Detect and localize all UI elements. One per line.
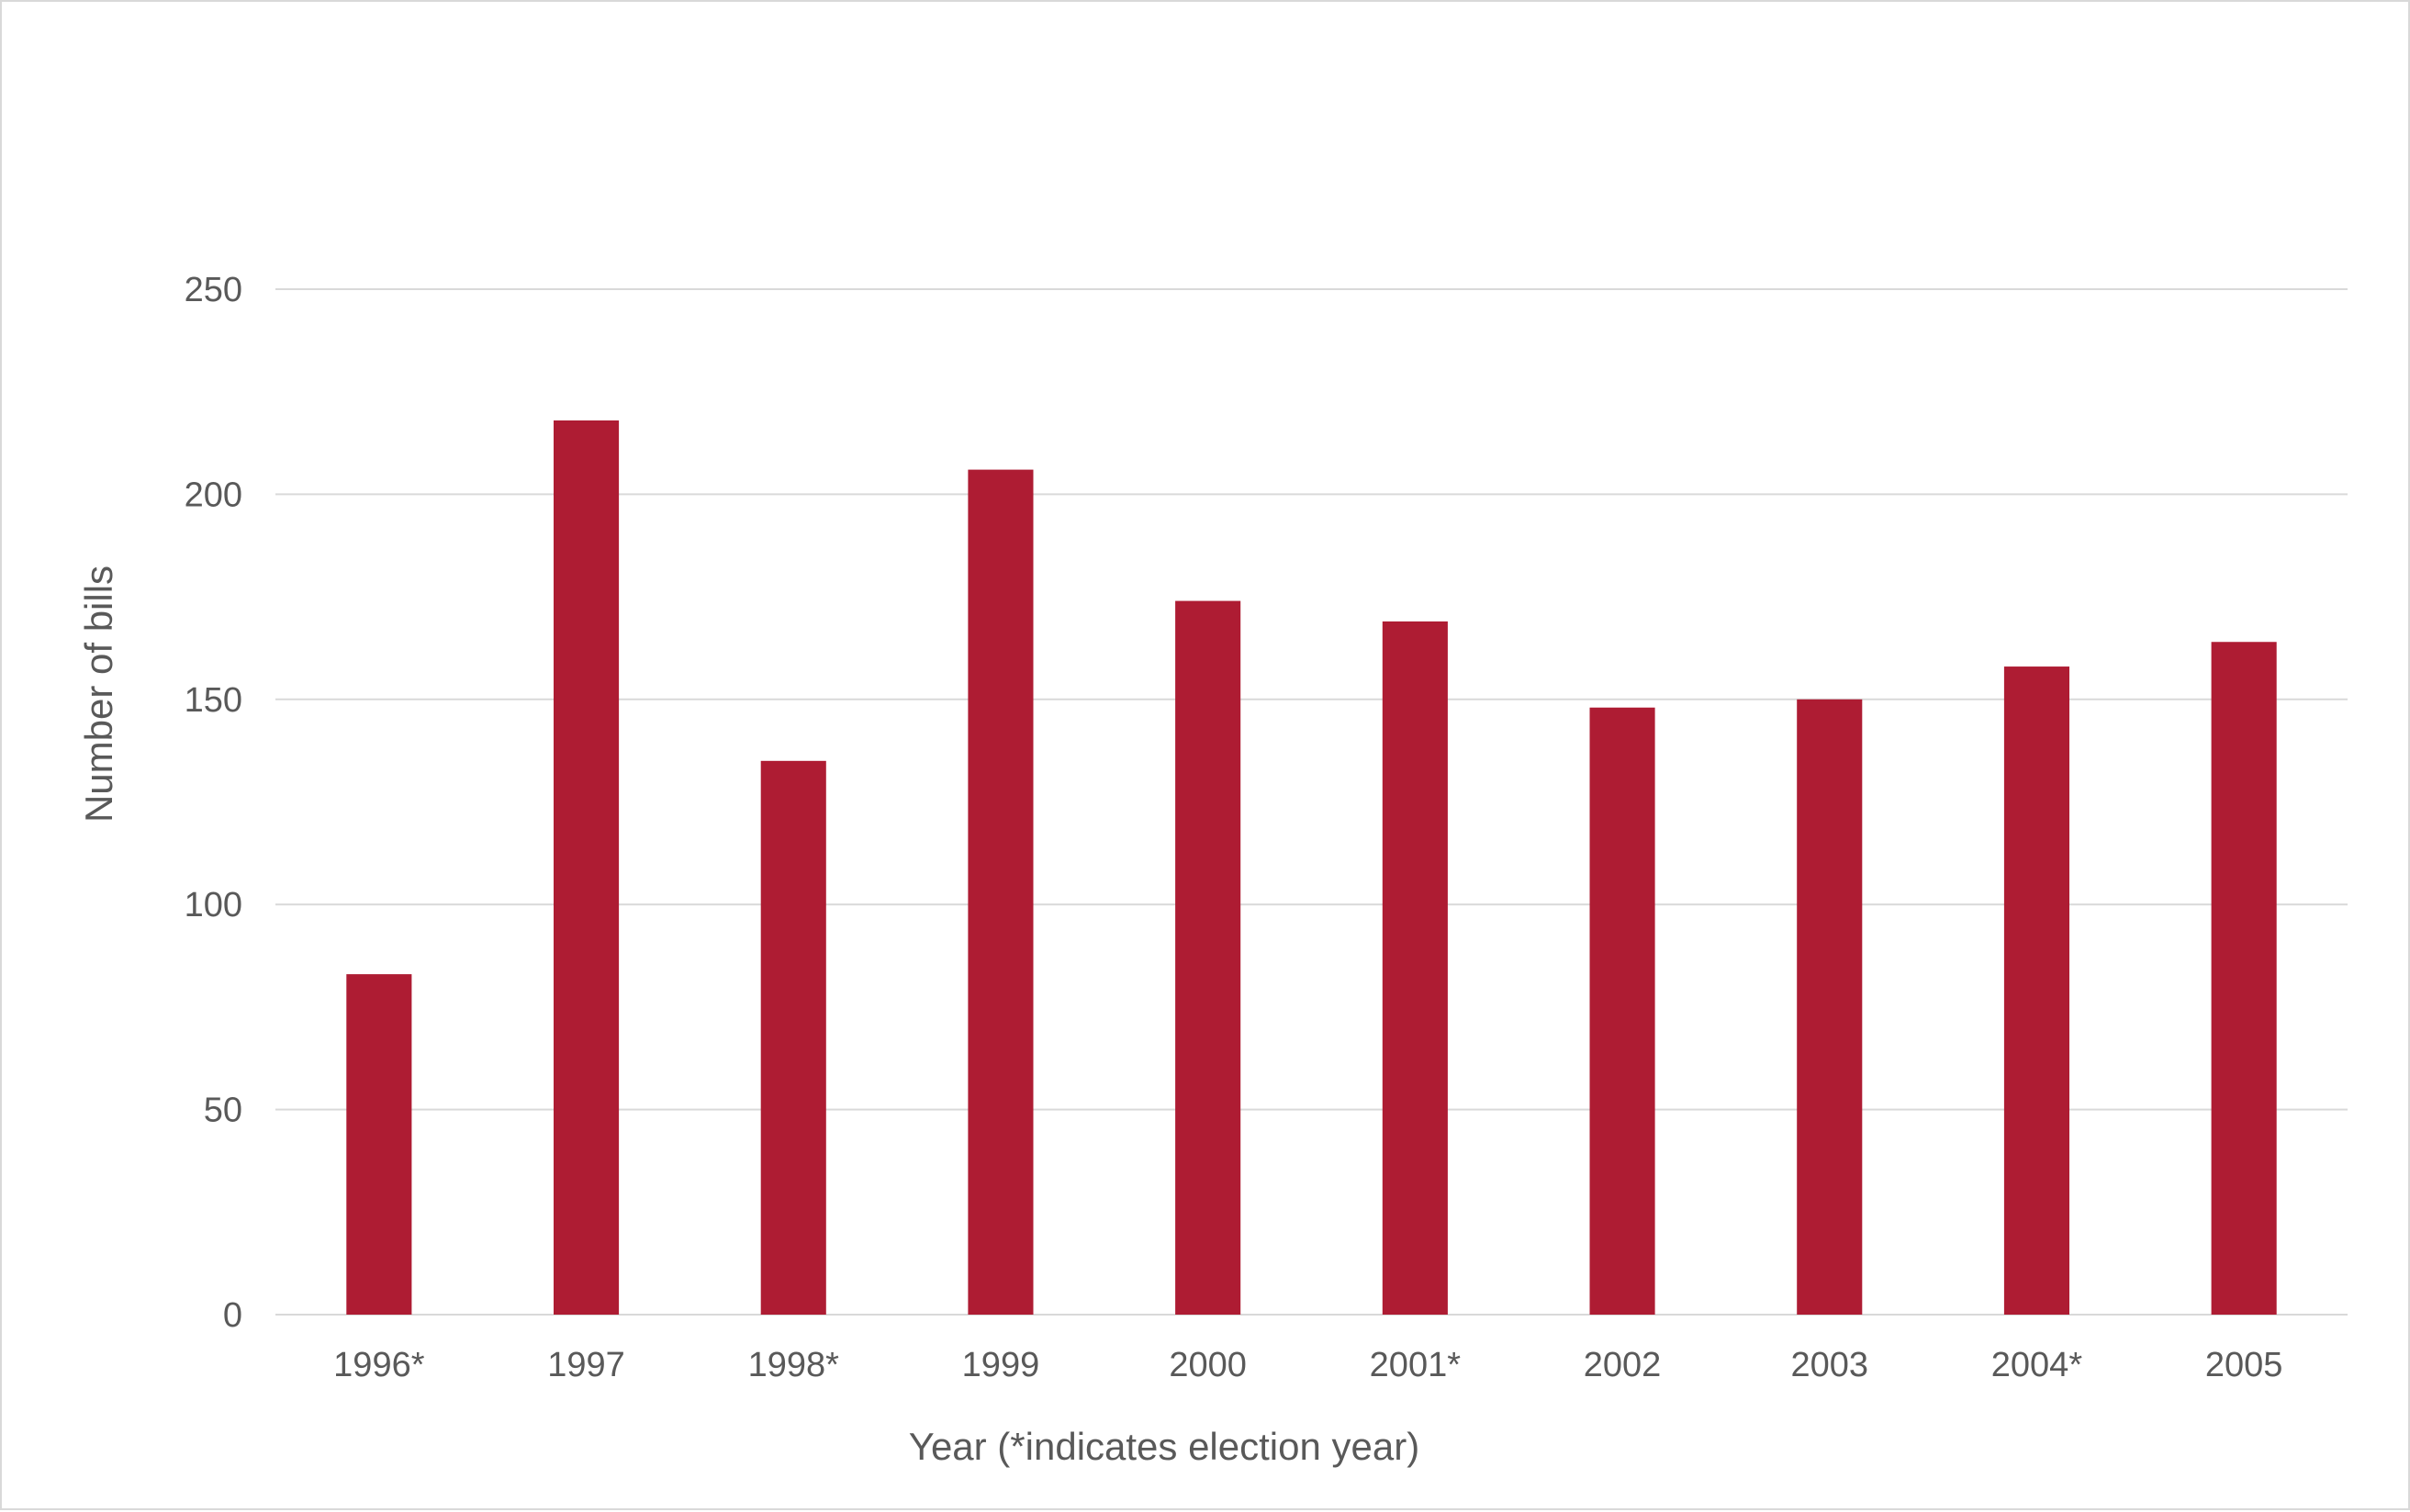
gridlines <box>275 288 2348 1316</box>
x-tick-label: 1996* <box>333 1346 425 1384</box>
bar-1996 <box>346 974 412 1315</box>
x-tick-label: 2005 <box>2205 1346 2283 1384</box>
bar-2005 <box>2211 642 2277 1315</box>
y-axis-title: Number of bills <box>77 566 120 823</box>
y-tick-label: 50 <box>204 1092 242 1130</box>
y-tick-label: 150 <box>185 681 242 720</box>
bar-1997 <box>554 420 620 1315</box>
bar-2000 <box>1175 600 1241 1315</box>
y-tick-label: 250 <box>185 271 242 309</box>
bar-1999 <box>968 469 1034 1315</box>
x-tick-label: 2001* <box>1370 1346 1462 1384</box>
x-axis-tick-labels: 1996* 1997 1998* 1999 2000 2001* 2002 2003 2004*… <box>333 1346 2282 1384</box>
bar-2004 <box>2003 666 2069 1315</box>
y-tick-label: 100 <box>185 886 242 924</box>
x-tick-label: 2002 <box>1584 1346 1662 1384</box>
y-tick-label: 200 <box>185 476 242 514</box>
bar-1998 <box>760 760 826 1315</box>
x-tick-label: 1998* <box>748 1346 840 1384</box>
x-tick-label: 2000 <box>1169 1346 1247 1384</box>
bar-2003 <box>1797 699 1863 1315</box>
x-tick-label: 1997 <box>547 1346 625 1384</box>
bars <box>346 420 2277 1315</box>
bar-2002 <box>1589 707 1655 1315</box>
bar-2001 <box>1382 621 1448 1315</box>
x-tick-label: 1999 <box>962 1346 1040 1384</box>
y-tick-label: 0 <box>223 1296 242 1335</box>
x-tick-label: 2003 <box>1790 1346 1868 1384</box>
y-axis-tick-labels: 0 50 100 150 200 250 <box>185 271 242 1335</box>
x-axis-title: Year (*indicates election year) <box>909 1425 1419 1468</box>
x-tick-label: 2004* <box>1991 1346 2083 1384</box>
